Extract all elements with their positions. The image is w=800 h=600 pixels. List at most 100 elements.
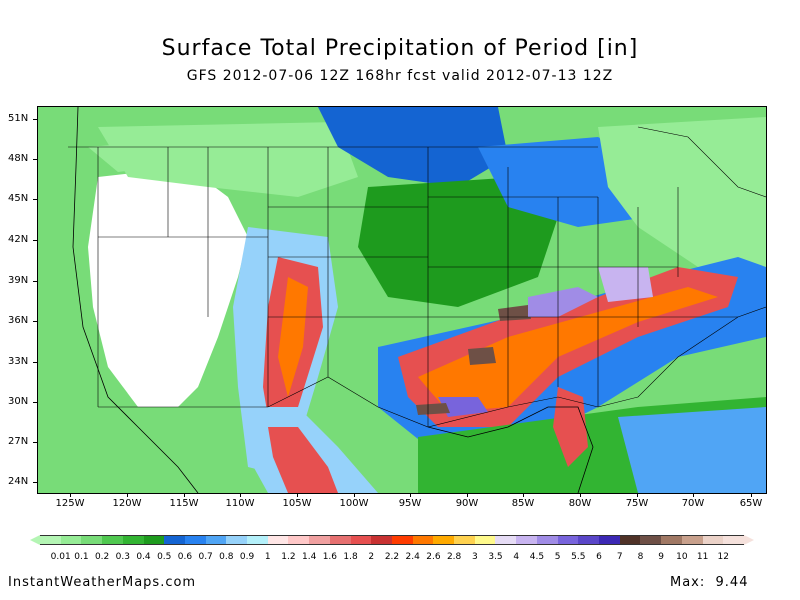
core-brown-1 [416,403,450,415]
colorbar-segment [60,535,82,545]
longitude-tick [410,493,411,497]
colorbar-label: 0.9 [239,552,255,562]
colorbar-segment [557,535,579,545]
colorbar-segment [40,535,61,545]
purple-midatlantic [598,267,653,302]
colorbar-label: 1.6 [322,552,338,562]
max-value: Max: 9.44 [670,575,748,590]
latitude-label: 39N [8,275,29,286]
colorbar-label: 3.5 [488,552,503,562]
purple-ohio [528,287,598,317]
colorbar-segment [102,535,123,545]
colorbar-segment [723,535,744,545]
latitude-tick [33,482,37,483]
colorbar-segment [536,535,558,545]
colorbar-label: 1.2 [281,552,296,562]
colorbar-label: 11 [696,552,709,562]
colorbar-label: 2.6 [426,552,441,562]
colorbar-label: 0.6 [177,552,193,562]
longitude-label: 65W [739,498,763,509]
colorbar-label: 6 [596,552,602,562]
colorbar-label: 7 [616,552,623,562]
longitude-label: 70W [681,498,705,509]
colorbar [40,535,744,545]
latitude-label: 30N [8,396,29,407]
longitude-tick [467,493,468,497]
colorbar-segment [122,535,144,545]
colorbar-label: 2.8 [446,552,462,562]
colorbar-segment [205,535,227,545]
latitude-tick [33,362,37,363]
latitude-tick [33,321,37,322]
mexico-red [268,427,338,493]
latitude-label: 33N [8,356,29,367]
colorbar-label: 10 [676,552,688,562]
latitude-tick [33,199,37,200]
colorbar-label: 0.8 [219,552,234,562]
colorbar-label: 0.5 [157,552,172,562]
longitude-label: 95W [398,498,422,509]
colorbar-segment [184,535,206,545]
colorbar-segment [143,535,165,545]
south-band-purple [438,397,488,417]
colorbar-segment [619,535,641,545]
colorbar-segment [702,535,724,545]
colorbar-segment [391,535,413,545]
longitude-tick [297,493,298,497]
colorbar-label: 12 [717,552,729,562]
longitude-label: 105W [282,498,312,509]
colorbar-label: 1.4 [302,552,317,562]
colorbar-label: 1.8 [343,552,358,562]
map-title: Surface Total Precipitation of Period [i… [161,36,639,61]
colorbar-segment [578,535,599,545]
longitude-label: 120W [112,498,142,509]
colorbar-right-arrow [744,535,754,545]
green-band-north [98,122,358,197]
colorbar-segment [495,535,517,545]
latitude-tick [33,402,37,403]
longitude-label: 110W [225,498,255,509]
longitude-tick [127,493,128,497]
latitude-tick [33,240,37,241]
colorbar-label: 8 [637,552,644,562]
colorbar-label: 3 [471,552,478,562]
colorbar-label: 4.5 [529,552,545,562]
longitude-tick [184,493,185,497]
colorbar-label: 1 [264,552,271,562]
longitude-tick [693,493,694,497]
colorbar-segment [640,535,662,545]
max-label: Max: [670,575,706,590]
max-number: 9.44 [715,575,749,590]
colorbar-label: 0.3 [115,552,130,562]
light-green-east [598,117,766,267]
latitude-label: 42N [8,234,29,245]
latitude-label: 45N [8,193,29,204]
colorbar-segment [81,535,103,545]
gulf-blue-cells [618,407,766,493]
colorbar-segment [412,535,434,545]
longitude-tick [637,493,638,497]
precipitation-map [37,106,767,494]
colorbar-label: 2.2 [384,552,400,562]
colorbar-label: 0.2 [94,552,110,562]
longitude-tick [523,493,524,497]
latitude-label: 24N [8,476,29,487]
colorbar-label: 5.5 [571,552,586,562]
map-canvas [38,107,766,493]
colorbar-label: 0.4 [136,552,151,562]
latitude-tick [33,159,37,160]
colorbar-segment [371,535,392,545]
colorbar-segment [433,535,455,545]
longitude-label: 80W [568,498,592,509]
latitude-tick [33,442,37,443]
longitude-label: 85W [511,498,535,509]
colorbar-segment [226,535,248,545]
colorbar-segment [681,535,703,545]
latitude-label: 51N [8,113,29,124]
colorbar-label: 0.1 [74,552,89,562]
south-band-orange [418,287,718,412]
colorbar-label: 5 [554,552,561,562]
colorbar-label: 0.7 [198,552,213,562]
longitude-label: 125W [55,498,85,509]
site-credit: InstantWeatherMaps.com [8,575,197,590]
